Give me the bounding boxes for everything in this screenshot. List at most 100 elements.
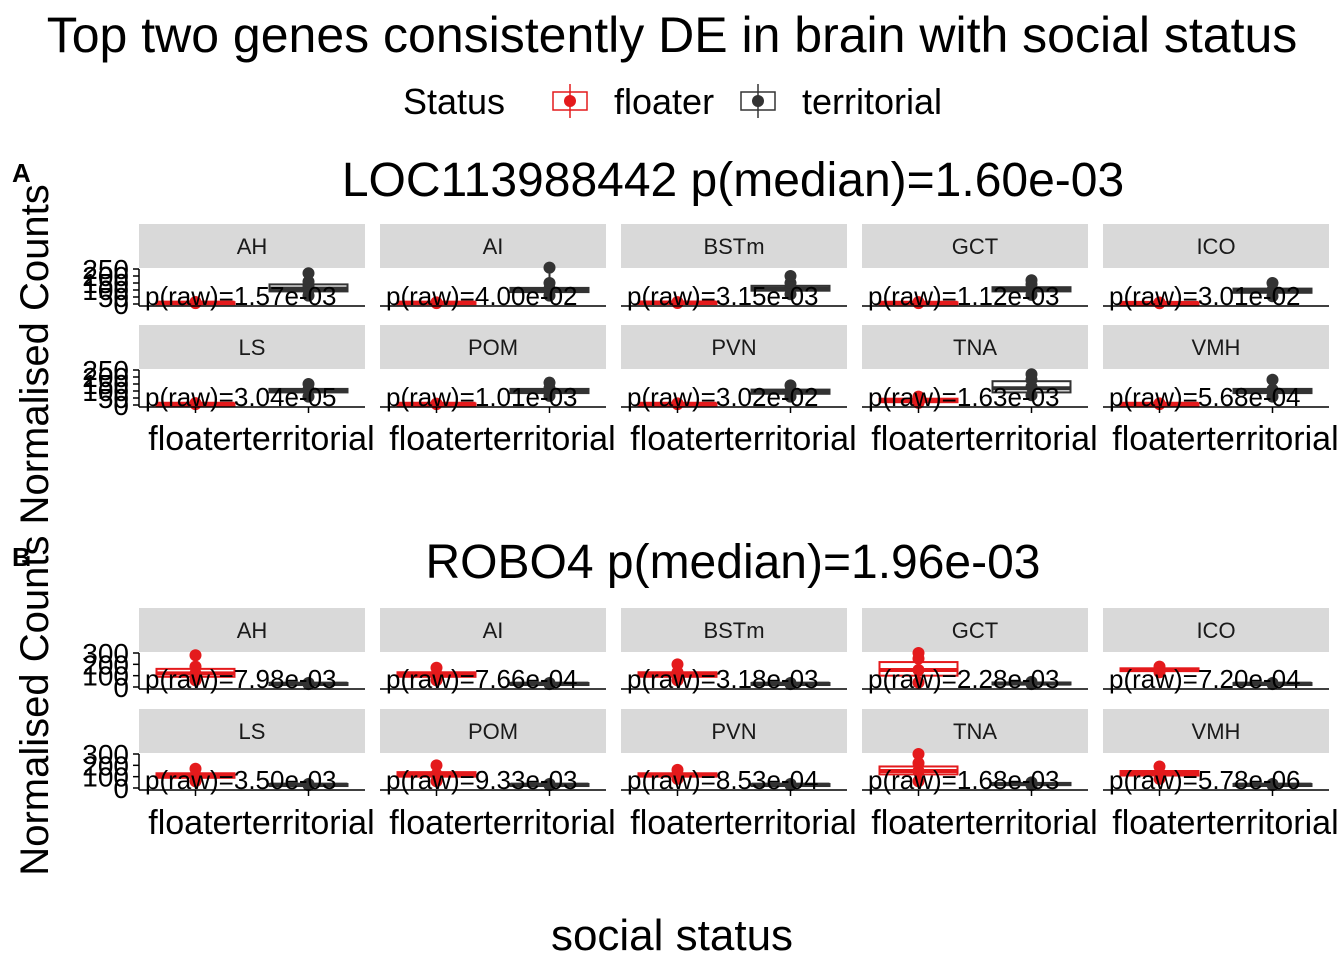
x-tick-label: territorial	[965, 420, 1097, 458]
panel-tag: B	[12, 542, 31, 572]
box-floater	[396, 661, 477, 687]
facet-strip-label: GCT	[952, 234, 998, 259]
data-point-floater	[189, 762, 202, 775]
data-point-territorial	[1025, 274, 1038, 287]
facet-pvn: PVN p(raw)=8.53e-04 floater territorial	[621, 709, 857, 842]
y-tick-label: 100	[82, 661, 129, 692]
x-tick-label: territorial	[242, 804, 374, 842]
p-raw-label: p(raw)=1.63e-03	[868, 382, 1060, 412]
data-point-floater	[912, 390, 925, 403]
facet-strip-label: GCT	[952, 618, 998, 643]
data-point-floater	[189, 296, 202, 309]
x-tick-label: floater	[871, 420, 966, 458]
facet-strip-label: PVN	[711, 335, 756, 360]
facet-strip	[1103, 608, 1329, 652]
box-territorial	[750, 270, 831, 301]
data-point-floater	[189, 397, 202, 410]
legend-key-floater-point	[564, 95, 576, 107]
facet-strip-label: BSTm	[703, 618, 764, 643]
p-raw-label: p(raw)=3.01e-02	[1109, 281, 1301, 311]
data-point-floater	[912, 664, 925, 676]
facet-strip	[862, 608, 1088, 652]
data-point-territorial	[1266, 277, 1279, 289]
y-tick-label: 300	[82, 638, 129, 669]
y-tick-label: 200	[82, 649, 129, 680]
facet-tna: TNA p(raw)=1.63e-03 floater territorial	[862, 325, 1098, 458]
facet-strip-label: VMH	[1192, 719, 1241, 744]
box-territorial	[991, 274, 1072, 301]
data-point-territorial	[1025, 368, 1038, 381]
panels: A LOC113988442 p(median)=1.60e-03 AH p(raw)…	[12, 154, 1339, 842]
legend-key-territorial-point	[752, 95, 764, 107]
facet-gct: GCT p(raw)=2.28e-03	[862, 608, 1088, 694]
data-point-territorial	[1025, 389, 1038, 402]
box-territorial	[509, 376, 590, 402]
facet-strip-label: POM	[468, 335, 518, 360]
p-raw-label: p(raw)=5.68e-04	[1109, 382, 1301, 412]
box-territorial	[509, 677, 590, 691]
facet-strip-label: PVN	[711, 719, 756, 744]
legend: Status floater territorial	[403, 81, 942, 122]
x-axis-label: social status	[551, 911, 793, 960]
p-raw-label: p(raw)=8.53e-04	[627, 765, 819, 795]
x-tick-label: floater	[389, 420, 484, 458]
data-point-floater	[1153, 660, 1166, 673]
data-point-floater	[912, 757, 925, 770]
facet-strip-label: LS	[239, 335, 266, 360]
data-point-territorial	[302, 378, 315, 390]
data-point-floater	[430, 661, 443, 674]
facet-strip-label: TNA	[953, 335, 997, 360]
data-point-territorial	[543, 277, 556, 289]
y-tick-label: 50	[98, 282, 129, 313]
facet-pvn: PVN p(raw)=3.02e-02 floater territorial	[621, 325, 857, 458]
facet-strip	[139, 224, 365, 268]
box-territorial	[1232, 778, 1313, 792]
y-tick-label: 0	[113, 390, 129, 421]
p-raw-label: p(raw)=1.68e-03	[868, 765, 1060, 795]
data-point-floater	[912, 296, 925, 309]
box-territorial	[509, 261, 590, 302]
x-tick-label: floater	[148, 420, 243, 458]
data-point-territorial	[1025, 675, 1038, 688]
facet-strip	[862, 325, 1088, 369]
legend-key-territorial	[740, 84, 776, 118]
facet-strip	[380, 709, 606, 753]
panel-a: A LOC113988442 p(median)=1.60e-03 AH p(raw)…	[12, 154, 1339, 458]
panel-b: B ROBO4 p(median)=1.96e-03 AH p(raw)=7.98e-…	[12, 536, 1339, 842]
y-tick-label: 200	[82, 261, 129, 292]
x-tick-label: territorial	[483, 804, 615, 842]
box-floater	[1119, 660, 1200, 679]
box-floater	[878, 390, 959, 409]
legend-title: Status	[403, 81, 505, 122]
box-floater	[396, 759, 477, 788]
x-tick-label: floater	[148, 804, 243, 842]
data-point-floater	[912, 647, 925, 659]
panel-title: ROBO4 p(median)=1.96e-03	[426, 536, 1041, 589]
p-raw-label: p(raw)=3.02e-02	[627, 382, 819, 412]
data-point-territorial	[784, 677, 797, 690]
facet-strip-label: TNA	[953, 719, 997, 744]
box-territorial	[991, 675, 1072, 691]
p-raw-label: p(raw)=3.15e-03	[627, 281, 819, 311]
x-tick-label: floater	[630, 420, 725, 458]
data-point-territorial	[784, 778, 797, 791]
legend-label-floater: floater	[614, 81, 714, 122]
facet-strip-label: ICO	[1196, 234, 1235, 259]
x-tick-label: territorial	[242, 420, 374, 458]
facet-strip	[621, 709, 847, 753]
y-tick-label: 150	[82, 268, 129, 299]
p-raw-label: p(raw)=3.18e-03	[627, 664, 819, 694]
box-territorial	[1232, 677, 1313, 691]
y-tick-label: 100	[82, 762, 129, 793]
facet-strip-label: AH	[237, 618, 268, 643]
data-point-floater	[189, 649, 202, 662]
facet-strip-label: AH	[237, 234, 268, 259]
facet-strip-label: BSTm	[703, 234, 764, 259]
data-point-territorial	[543, 677, 556, 690]
p-raw-label: p(raw)=4.00e-02	[386, 281, 578, 311]
box-territorial	[750, 379, 831, 403]
facet-ai: AI p(raw)=7.66e-04	[380, 608, 606, 694]
